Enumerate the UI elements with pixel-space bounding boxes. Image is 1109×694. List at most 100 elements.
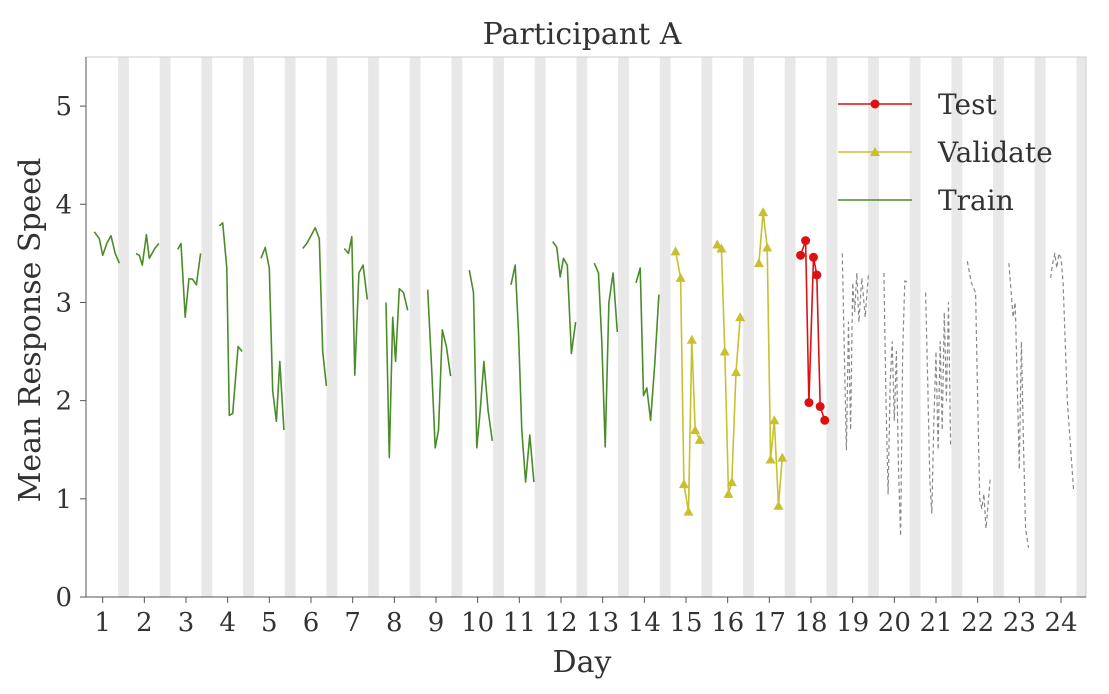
night-band: [118, 57, 129, 597]
x-tick-label: 14: [628, 608, 661, 638]
night-band: [534, 57, 546, 597]
y-tick-label: 4: [55, 190, 72, 220]
data-point-validate: [690, 425, 701, 435]
y-tick-label: 5: [55, 92, 72, 122]
x-tick-label: 24: [1044, 608, 1077, 638]
data-point-validate: [762, 242, 773, 252]
x-tick-label: 18: [794, 608, 827, 638]
series-unlabeled: [841, 252, 1075, 548]
night-band: [868, 57, 879, 597]
series-line-unlabeled: [966, 261, 991, 529]
series-layer: [93, 207, 1075, 548]
data-point-validate: [723, 488, 734, 498]
data-point-validate: [735, 312, 746, 322]
night-band: [909, 57, 921, 597]
series-line-train: [93, 231, 121, 264]
data-point-test: [815, 402, 825, 412]
series-line-unlabeled: [841, 253, 870, 451]
night-band: [951, 57, 963, 597]
series-line-unlabeled: [925, 292, 952, 515]
legend-marker-validate: [870, 147, 880, 156]
x-tick-label: 7: [344, 608, 361, 638]
night-band: [659, 57, 671, 597]
x-tick-label: 20: [878, 608, 911, 638]
data-point-validate: [731, 367, 741, 377]
data-point-validate: [777, 452, 788, 462]
series-validate: [670, 207, 788, 516]
data-point-test: [809, 252, 818, 262]
x-tick-label: 21: [919, 608, 952, 638]
night-band: [409, 57, 421, 597]
night-band: [743, 57, 754, 597]
x-tick-label: 16: [711, 608, 744, 638]
night-band: [326, 57, 338, 597]
series-line-train: [177, 242, 202, 319]
x-tick-label: 12: [544, 608, 577, 638]
data-point-validate: [765, 454, 776, 464]
x-tick-label: 5: [261, 608, 278, 638]
data-point-validate: [675, 272, 686, 282]
x-tick-label: 4: [219, 608, 236, 638]
legend-label-test: Test: [938, 88, 997, 121]
data-point-validate: [683, 506, 694, 516]
series-line-unlabeled: [1008, 263, 1030, 548]
x-axis: 1 2 3 4 5 6 7 8 9 10 11 12 13 14 15 16 17 18 19 20 21 22 23 24: [86, 596, 1086, 638]
series-line-validate: [674, 251, 701, 513]
night-band: [576, 57, 588, 597]
x-tick-label: 19: [836, 608, 869, 638]
legend-label-train: Train: [938, 184, 1014, 217]
x-tick-label: 23: [1003, 608, 1036, 638]
series-test: [796, 236, 830, 425]
x-tick-label: 2: [136, 608, 153, 638]
data-point-validate: [753, 258, 764, 268]
series-line-unlabeled: [883, 272, 910, 537]
night-bands: [118, 57, 1086, 597]
data-point-validate: [758, 207, 769, 217]
night-band: [618, 57, 629, 597]
x-tick-label: 1: [94, 608, 111, 638]
night-band: [1076, 57, 1086, 597]
night-band: [201, 57, 213, 597]
series-line-train: [343, 235, 369, 376]
night-band: [701, 57, 713, 597]
series-line-train: [218, 222, 243, 417]
night-band: [826, 57, 838, 597]
y-tick-label: 0: [55, 583, 72, 613]
night-band: [243, 57, 254, 597]
data-point-test: [812, 270, 822, 280]
night-band: [1034, 57, 1046, 597]
night-band: [159, 57, 171, 597]
x-tick-label: 11: [503, 608, 536, 638]
series-line-train: [135, 233, 160, 266]
series-line-train: [552, 241, 577, 355]
series-line-train: [260, 246, 285, 431]
data-point-validate: [716, 243, 727, 253]
y-axis-label: Mean Response Speed: [13, 158, 48, 503]
night-band: [451, 57, 463, 597]
data-point-validate: [719, 346, 730, 356]
x-tick-label: 6: [303, 608, 320, 638]
legend: Test Validate Train: [838, 88, 1053, 217]
series-line-train: [635, 267, 660, 422]
series-line-train: [385, 287, 409, 459]
x-tick-label: 10: [461, 608, 494, 638]
x-tick-label: 17: [753, 608, 786, 638]
series-line-train: [426, 289, 452, 449]
data-point-validate: [670, 246, 681, 256]
y-tick-label: 1: [55, 485, 72, 515]
data-point-validate: [712, 239, 723, 249]
night-band: [493, 57, 504, 597]
night-band: [284, 57, 296, 597]
y-axis: 0 1 2 3 4 5: [55, 57, 87, 613]
data-point-test: [804, 398, 814, 408]
series-line-test: [799, 239, 826, 421]
series-line-train: [510, 264, 535, 483]
x-axis-label: Day: [553, 645, 612, 680]
x-tick-label: 13: [586, 608, 619, 638]
series-line-train: [593, 262, 619, 448]
legend-marker-test: [870, 99, 880, 109]
data-point-test: [801, 236, 811, 246]
night-band: [784, 57, 796, 597]
data-point-validate: [678, 479, 689, 489]
